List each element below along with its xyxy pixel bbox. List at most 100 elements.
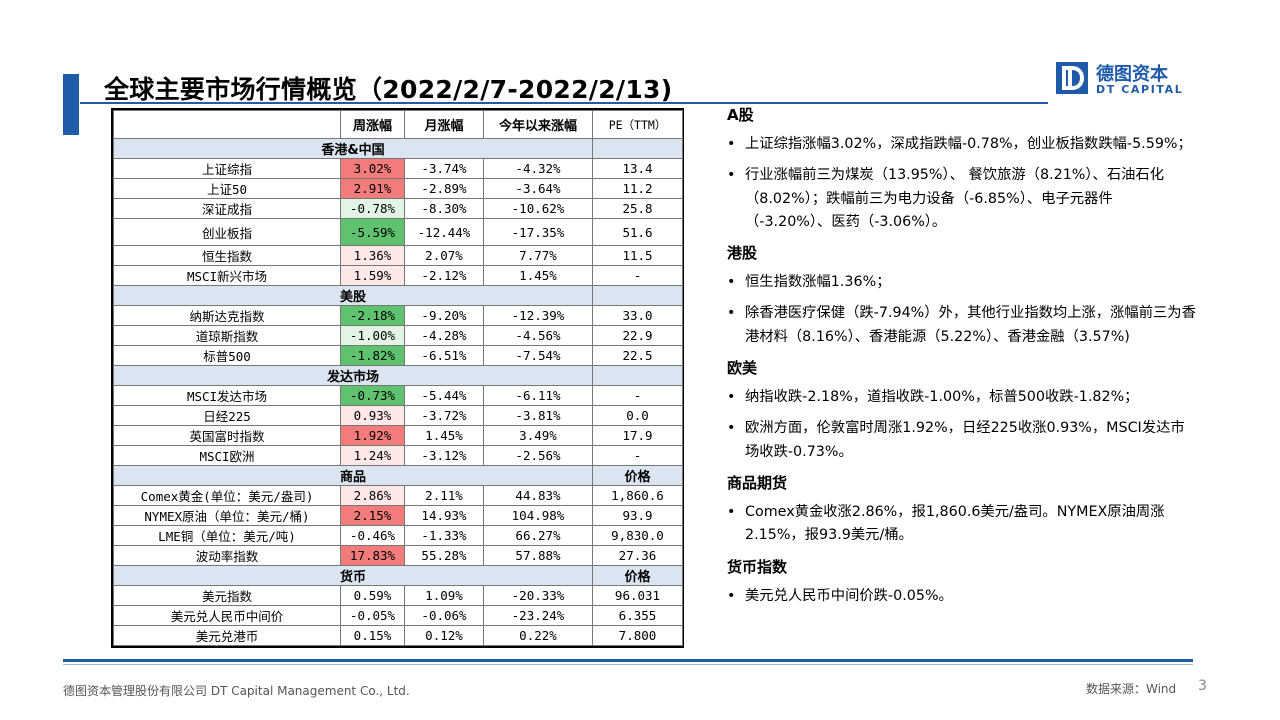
table-row: MSCI发达市场 -0.73% -5.44% -6.11% -	[113, 385, 683, 406]
ytd-change: -3.64%	[483, 178, 593, 199]
weekly-change: -0.78%	[340, 198, 405, 219]
table-row: 标普500 -1.82% -6.51% -7.54% 22.5	[113, 345, 683, 366]
section-last-header	[592, 285, 683, 306]
monthly-change: -3.12%	[404, 445, 484, 466]
commentary-bullet: Comex黄金收涨2.86%，报1,860.6美元/盎司。NYMEX原油周涨2.…	[727, 501, 1197, 548]
weekly-change: -1.00%	[340, 325, 405, 346]
section-label: 香港&中国	[113, 138, 593, 159]
section-last-header: 价格	[592, 465, 683, 486]
pe-or-price: 33.0	[592, 305, 683, 326]
ytd-change: 3.49%	[483, 425, 593, 446]
weekly-change: 1.92%	[340, 425, 405, 446]
column-header: PE（TTM）	[592, 110, 683, 139]
monthly-change: -2.89%	[404, 178, 484, 199]
pe-or-price: 51.6	[592, 218, 683, 246]
pe-or-price: 17.9	[592, 425, 683, 446]
table-row: 英国富时指数 1.92% 1.45% 3.49% 17.9	[113, 425, 683, 446]
commentary-bullet: 恒生指数涨幅1.36%；	[727, 271, 1197, 295]
section-label: 发达市场	[113, 365, 593, 386]
monthly-change: -3.74%	[404, 158, 484, 179]
company-logo: 德图资本 DT CAPITAL	[1056, 62, 1192, 96]
row-name: 上证综指	[113, 158, 341, 179]
monthly-change: -4.28%	[404, 325, 484, 346]
section-label: 商品	[113, 465, 593, 486]
row-name: 标普500	[113, 345, 341, 366]
section-header-row: 商品 价格	[113, 465, 683, 486]
ytd-change: -12.39%	[483, 305, 593, 326]
table-row: 美元兑人民币中间价 -0.05% -0.06% -23.24% 6.355	[113, 605, 683, 626]
ytd-change: 7.77%	[483, 245, 593, 266]
table-row: 创业板指 -5.59% -12.44% -17.35% 51.6	[113, 218, 683, 246]
section-label: 货币	[113, 565, 593, 586]
pe-or-price: 0.0	[592, 405, 683, 426]
row-name: 道琼斯指数	[113, 325, 341, 346]
monthly-change: 1.45%	[404, 425, 484, 446]
weekly-change: -2.18%	[340, 305, 405, 326]
monthly-change: -5.44%	[404, 385, 484, 406]
table-row: 上证50 2.91% -2.89% -3.64% 11.2	[113, 178, 683, 199]
row-name: 英国富时指数	[113, 425, 341, 446]
weekly-change: 1.36%	[340, 245, 405, 266]
pe-or-price: -	[592, 265, 683, 286]
table-row: 美元指数 0.59% 1.09% -20.33% 96.031	[113, 585, 683, 606]
ytd-change: -7.54%	[483, 345, 593, 366]
commentary-bullet: 欧洲方面，伦敦富时周涨1.92%，日经225收涨0.93%，MSCI发达市场收跌…	[727, 417, 1197, 464]
table-row: 恒生指数 1.36% 2.07% 7.77% 11.5	[113, 245, 683, 266]
row-name: 深证成指	[113, 198, 341, 219]
pe-or-price: 7.800	[592, 625, 683, 646]
commentary-bullet: 美元兑人民币中间价跌-0.05%。	[727, 585, 1197, 609]
column-header: 月涨幅	[404, 110, 484, 139]
table-row: 上证综指 3.02% -3.74% -4.32% 13.4	[113, 158, 683, 179]
row-name: Comex黄金(单位：美元/盎司)	[113, 485, 341, 506]
pe-or-price: 9,830.0	[592, 525, 683, 546]
page-title: 全球主要市场行情概览（2022/2/7-2022/2/13)	[104, 75, 673, 104]
weekly-change: 1.59%	[340, 265, 405, 286]
commentary-heading: 欧美	[727, 359, 758, 378]
table-row: LME铜（单位：美元/吨) -0.46% -1.33% 66.27% 9,830.0	[113, 525, 683, 546]
commentary-heading: 商品期货	[727, 473, 788, 492]
monthly-change: 14.93%	[404, 505, 484, 526]
table-row: 日经225 0.93% -3.72% -3.81% 0.0	[113, 405, 683, 426]
logo-text-en: DT CAPITAL	[1096, 83, 1184, 96]
ytd-change: -2.56%	[483, 445, 593, 466]
market-overview-table: 周涨幅 月涨幅 今年以来涨幅 PE（TTM） 香港&中国 上证综指 3.02% -3.74% -…	[111, 108, 684, 648]
commentary-bullet: 行业涨幅前三为煤炭（13.95%）、 餐饮旅游（8.21%）、石油石化（8.02…	[727, 164, 1197, 234]
section-header-row: 货币 价格	[113, 565, 683, 586]
pe-or-price: 6.355	[592, 605, 683, 626]
row-name: MSCI欧洲	[113, 445, 341, 466]
commentary-bullet: 纳指收跌-2.18%，道指收跌-1.00%，标普500收跌-1.82%；	[727, 386, 1197, 410]
column-header	[113, 110, 341, 139]
monthly-change: -0.06%	[404, 605, 484, 626]
weekly-change: -1.82%	[340, 345, 405, 366]
weekly-change: 3.02%	[340, 158, 405, 179]
ytd-change: -6.11%	[483, 385, 593, 406]
table-row: MSCI欧洲 1.24% -3.12% -2.56% -	[113, 445, 683, 466]
row-name: 上证50	[113, 178, 341, 199]
section-header-row: 美股	[113, 285, 683, 306]
footer-rule-thin	[63, 664, 1193, 665]
weekly-change: 2.86%	[340, 485, 405, 506]
monthly-change: -1.33%	[404, 525, 484, 546]
row-name: 美元兑港币	[113, 625, 341, 646]
commentary-panel: A股上证综指涨幅3.02%，深成指跌幅-0.78%，创业板指数跌幅-5.59%；…	[727, 104, 1197, 616]
table-row: Comex黄金(单位：美元/盎司) 2.86% 2.11% 44.83% 1,860.6	[113, 485, 683, 506]
row-name: 美元指数	[113, 585, 341, 606]
ytd-change: -20.33%	[483, 585, 593, 606]
monthly-change: -3.72%	[404, 405, 484, 426]
ytd-change: 66.27%	[483, 525, 593, 546]
section-last-header	[592, 365, 683, 386]
table-row: 美元兑港币 0.15% 0.12% 0.22% 7.800	[113, 625, 683, 646]
table-row: 深证成指 -0.78% -8.30% -10.62% 25.8	[113, 198, 683, 219]
commentary-heading: 港股	[727, 244, 758, 263]
pe-or-price: 11.2	[592, 178, 683, 199]
weekly-change: 2.91%	[340, 178, 405, 199]
pe-or-price: -	[592, 445, 683, 466]
pe-or-price: 96.031	[592, 585, 683, 606]
footer-company: 德图资本管理股份有限公司 DT Capital Management Co., …	[63, 684, 410, 698]
monthly-change: 2.11%	[404, 485, 484, 506]
monthly-change: -2.12%	[404, 265, 484, 286]
weekly-change: 1.24%	[340, 445, 405, 466]
weekly-change: 0.59%	[340, 585, 405, 606]
monthly-change: -9.20%	[404, 305, 484, 326]
monthly-change: 55.28%	[404, 545, 484, 566]
